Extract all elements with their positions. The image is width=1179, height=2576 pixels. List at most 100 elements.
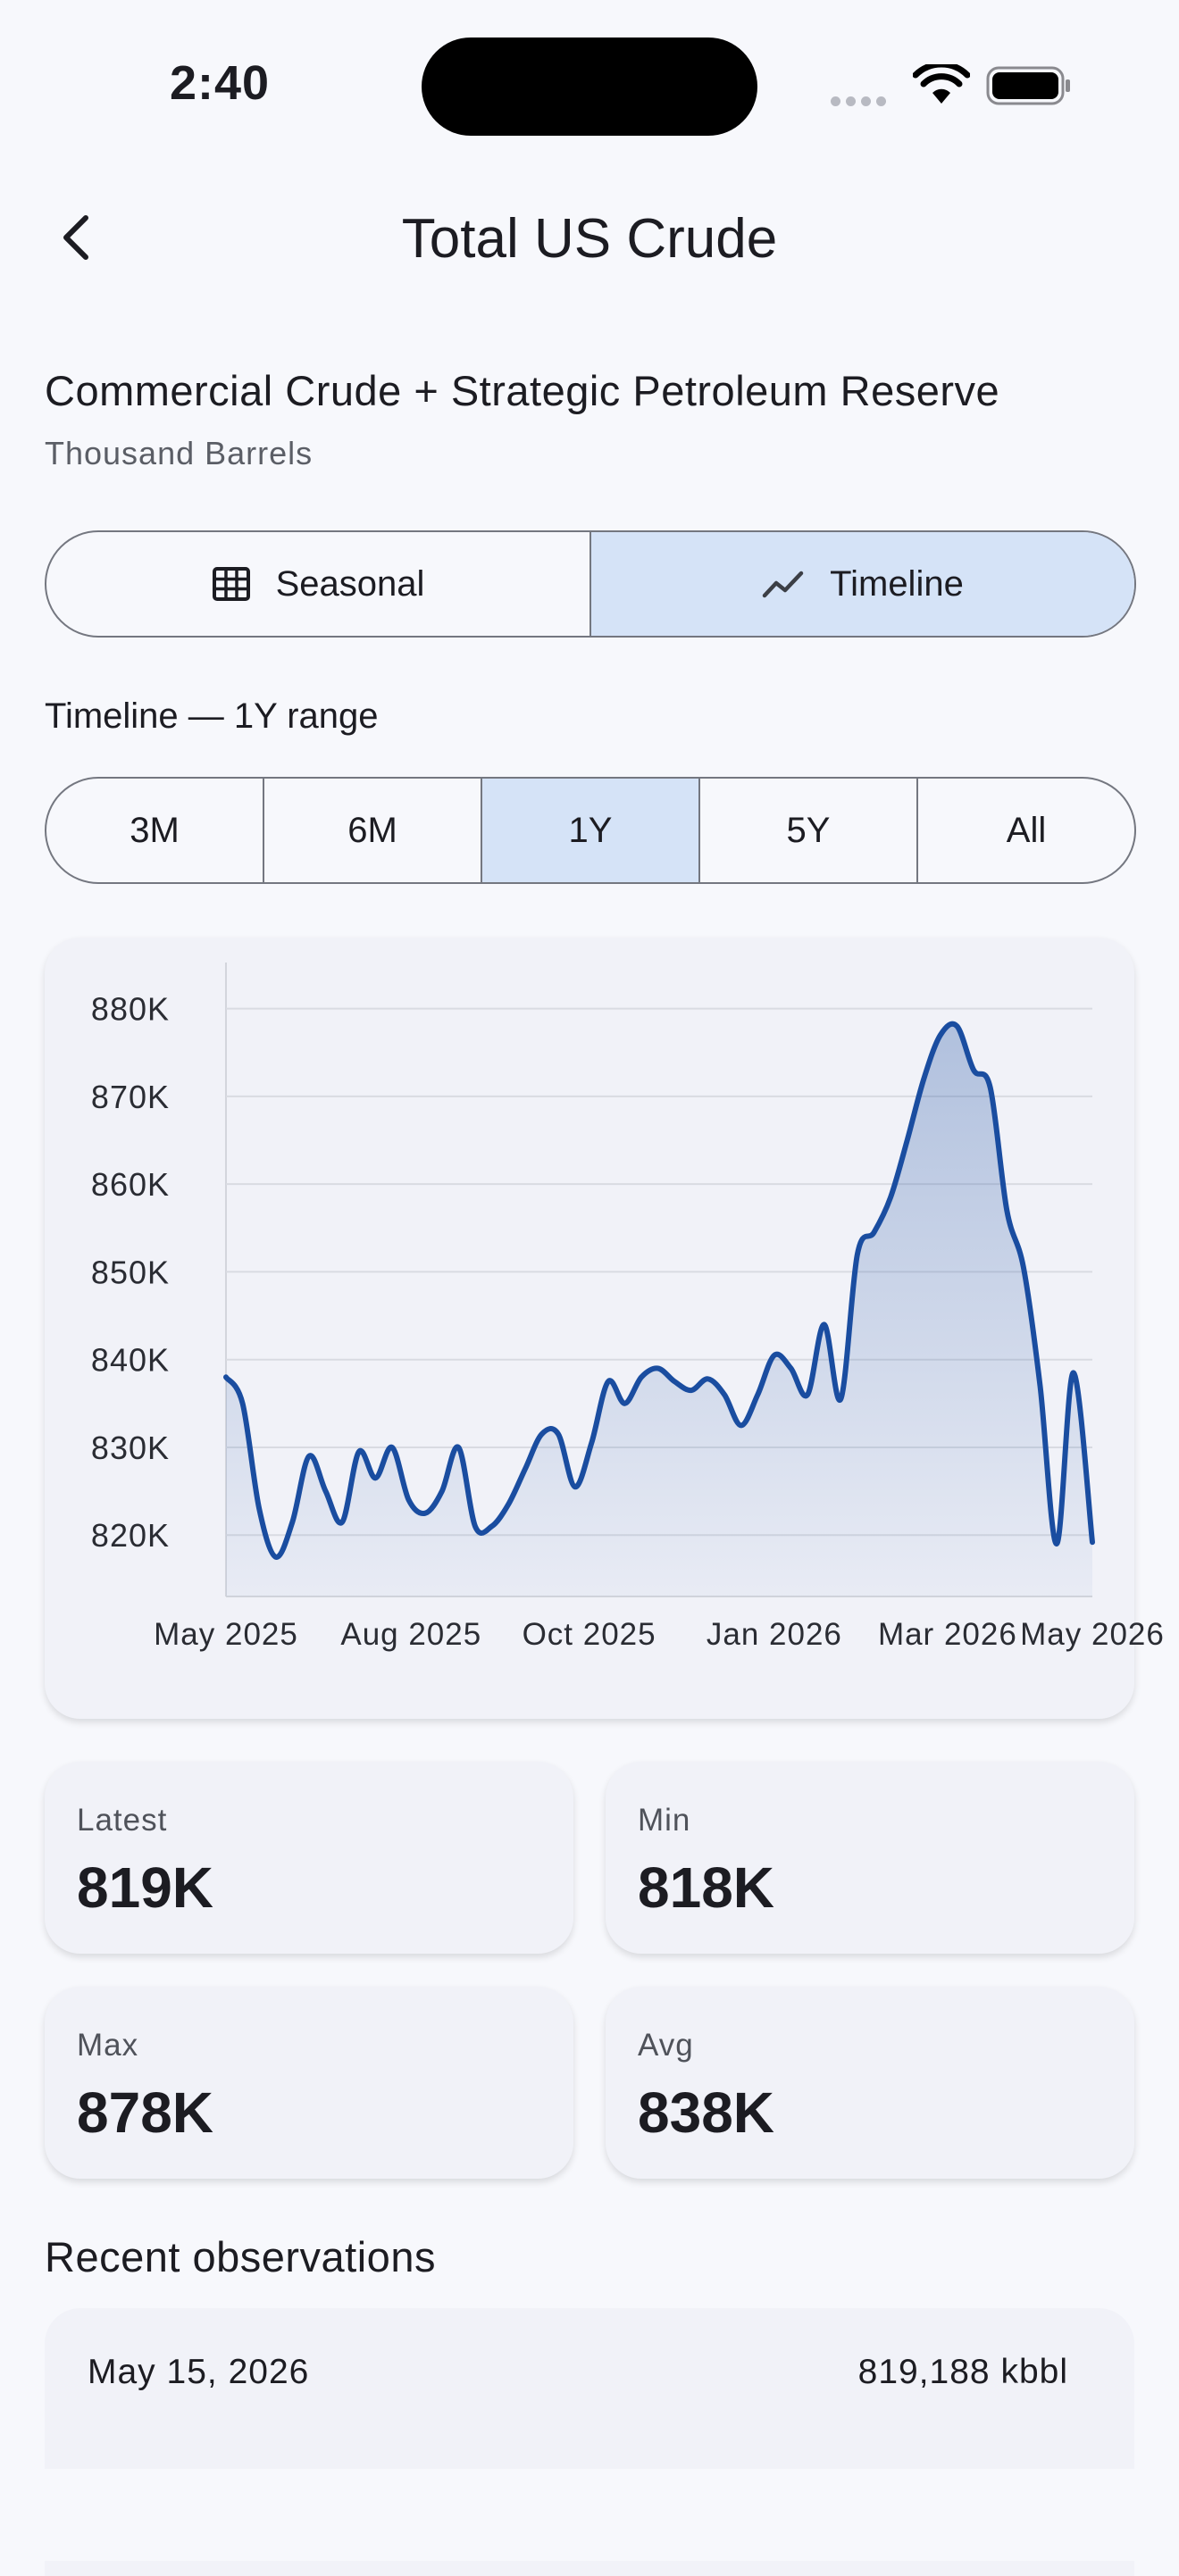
data-point bbox=[541, 1434, 542, 1435]
y-tick-label: 840K bbox=[91, 1342, 170, 1379]
chart-area bbox=[226, 1023, 1092, 1596]
timeline-label: Timeline bbox=[830, 563, 964, 604]
data-point bbox=[375, 1478, 376, 1479]
observations-title: Recent observations bbox=[45, 2233, 436, 2280]
status-bar: 2:40 bbox=[0, 0, 1179, 179]
data-point bbox=[392, 1447, 393, 1448]
timeline-chart: 820K 830K 840K 850K 860K 870K 880K May 2025 Aug … bbox=[91, 963, 1165, 1652]
seasonal-button[interactable]: Seasonal bbox=[46, 532, 590, 636]
data-point bbox=[358, 1451, 359, 1452]
range-1y-button[interactable]: 1Y bbox=[481, 779, 698, 882]
data-point bbox=[242, 1403, 243, 1404]
range-6m-button[interactable]: 6M bbox=[263, 779, 481, 882]
data-point bbox=[757, 1395, 758, 1396]
stat-label: Avg bbox=[638, 2028, 694, 2063]
y-tick-label: 820K bbox=[91, 1517, 170, 1554]
data-point bbox=[1092, 1542, 1093, 1543]
data-point bbox=[226, 1377, 227, 1378]
data-point bbox=[574, 1487, 575, 1488]
data-point bbox=[292, 1521, 293, 1522]
x-tick-label: Aug 2025 bbox=[340, 1617, 481, 1652]
data-point bbox=[491, 1526, 492, 1527]
x-tick-label: Mar 2026 bbox=[878, 1617, 1017, 1652]
data-point bbox=[657, 1368, 658, 1369]
cellular-dots-icon bbox=[831, 95, 891, 111]
stat-card-avg: Avg 838K bbox=[606, 1987, 1134, 2179]
range-toggle: 3M 6M 1Y 5Y All bbox=[45, 777, 1136, 884]
data-point bbox=[607, 1381, 608, 1382]
data-point bbox=[724, 1395, 725, 1396]
stat-card-latest: Latest 819K bbox=[45, 1762, 573, 1954]
stat-label: Min bbox=[638, 1803, 691, 1838]
stat-value: 838K bbox=[638, 2080, 774, 2145]
data-point bbox=[475, 1526, 476, 1527]
data-point bbox=[458, 1447, 459, 1448]
status-time: 2:40 bbox=[170, 56, 271, 110]
y-tick-label: 880K bbox=[91, 991, 170, 1028]
data-point bbox=[641, 1377, 642, 1378]
data-point bbox=[1073, 1372, 1074, 1373]
data-point bbox=[1057, 1544, 1058, 1545]
data-point bbox=[840, 1398, 841, 1399]
nav-bar: Total US Crude bbox=[0, 188, 1179, 295]
data-point bbox=[309, 1455, 310, 1456]
observation-date: May 15, 2026 bbox=[88, 2353, 310, 2391]
data-point bbox=[558, 1434, 559, 1435]
stat-label: Latest bbox=[77, 1803, 168, 1838]
data-point bbox=[674, 1381, 675, 1382]
x-tick-label: May 2026 bbox=[1020, 1617, 1165, 1652]
battery-icon bbox=[986, 66, 1070, 105]
data-point bbox=[807, 1395, 808, 1396]
data-point bbox=[1007, 1210, 1008, 1211]
data-point bbox=[1023, 1267, 1024, 1268]
timeline-button[interactable]: Timeline bbox=[590, 532, 1134, 636]
status-icons bbox=[831, 63, 1072, 107]
data-point bbox=[259, 1508, 260, 1509]
chart-card: 820K 830K 840K 850K 860K 870K 880K May 2025 Aug … bbox=[45, 938, 1164, 1719]
trend-line-icon bbox=[762, 568, 805, 600]
stat-label: Max bbox=[77, 2028, 139, 2063]
stat-card-max: Max 878K bbox=[45, 1987, 573, 2179]
dynamic-island bbox=[422, 38, 757, 136]
x-tick-label: Jan 2026 bbox=[707, 1617, 842, 1652]
view-toggle: Seasonal Timeline bbox=[45, 530, 1136, 638]
data-point bbox=[508, 1504, 509, 1505]
data-point bbox=[624, 1403, 625, 1404]
x-tick-label: Oct 2025 bbox=[523, 1617, 656, 1652]
wifi-icon bbox=[913, 64, 970, 104]
series-title: Commercial Crude + Strategic Petroleum R… bbox=[45, 367, 1000, 414]
stat-value: 819K bbox=[77, 1855, 213, 1920]
stat-value: 878K bbox=[77, 2080, 213, 2145]
grid-icon bbox=[212, 566, 251, 602]
data-point bbox=[325, 1491, 326, 1492]
series-unit: Thousand Barrels bbox=[45, 435, 314, 471]
data-point bbox=[342, 1521, 343, 1522]
y-tick-label: 860K bbox=[91, 1166, 170, 1203]
y-tick-label: 850K bbox=[91, 1254, 170, 1290]
data-point bbox=[707, 1379, 708, 1380]
y-tick-label: 830K bbox=[91, 1430, 170, 1466]
range-label: Timeline — 1Y range bbox=[45, 696, 379, 736]
page-title: Total US Crude bbox=[401, 208, 778, 270]
bottom-safe-area bbox=[0, 2469, 1179, 2561]
range-3m-button[interactable]: 3M bbox=[130, 810, 180, 850]
range-5y-button[interactable]: 5Y bbox=[698, 779, 916, 882]
data-point bbox=[790, 1368, 791, 1369]
x-tick-label: May 2025 bbox=[154, 1617, 298, 1652]
data-point bbox=[275, 1556, 276, 1557]
seasonal-label: Seasonal bbox=[275, 563, 425, 604]
data-point bbox=[591, 1443, 592, 1444]
data-point bbox=[1040, 1386, 1041, 1387]
data-point bbox=[524, 1469, 525, 1470]
y-tick-label: 870K bbox=[91, 1079, 170, 1115]
chart-line bbox=[223, 1021, 1095, 1560]
data-point bbox=[690, 1390, 691, 1391]
stat-card-min: Min 818K bbox=[606, 1762, 1134, 1954]
stat-value: 818K bbox=[638, 1855, 774, 1920]
range-all-button[interactable]: All bbox=[916, 779, 1134, 882]
back-button[interactable] bbox=[45, 205, 109, 270]
chevron-left-icon bbox=[63, 215, 88, 260]
observation-value: 819,188 kbbl bbox=[857, 2353, 1068, 2391]
data-point bbox=[441, 1491, 442, 1492]
data-point bbox=[408, 1499, 409, 1500]
